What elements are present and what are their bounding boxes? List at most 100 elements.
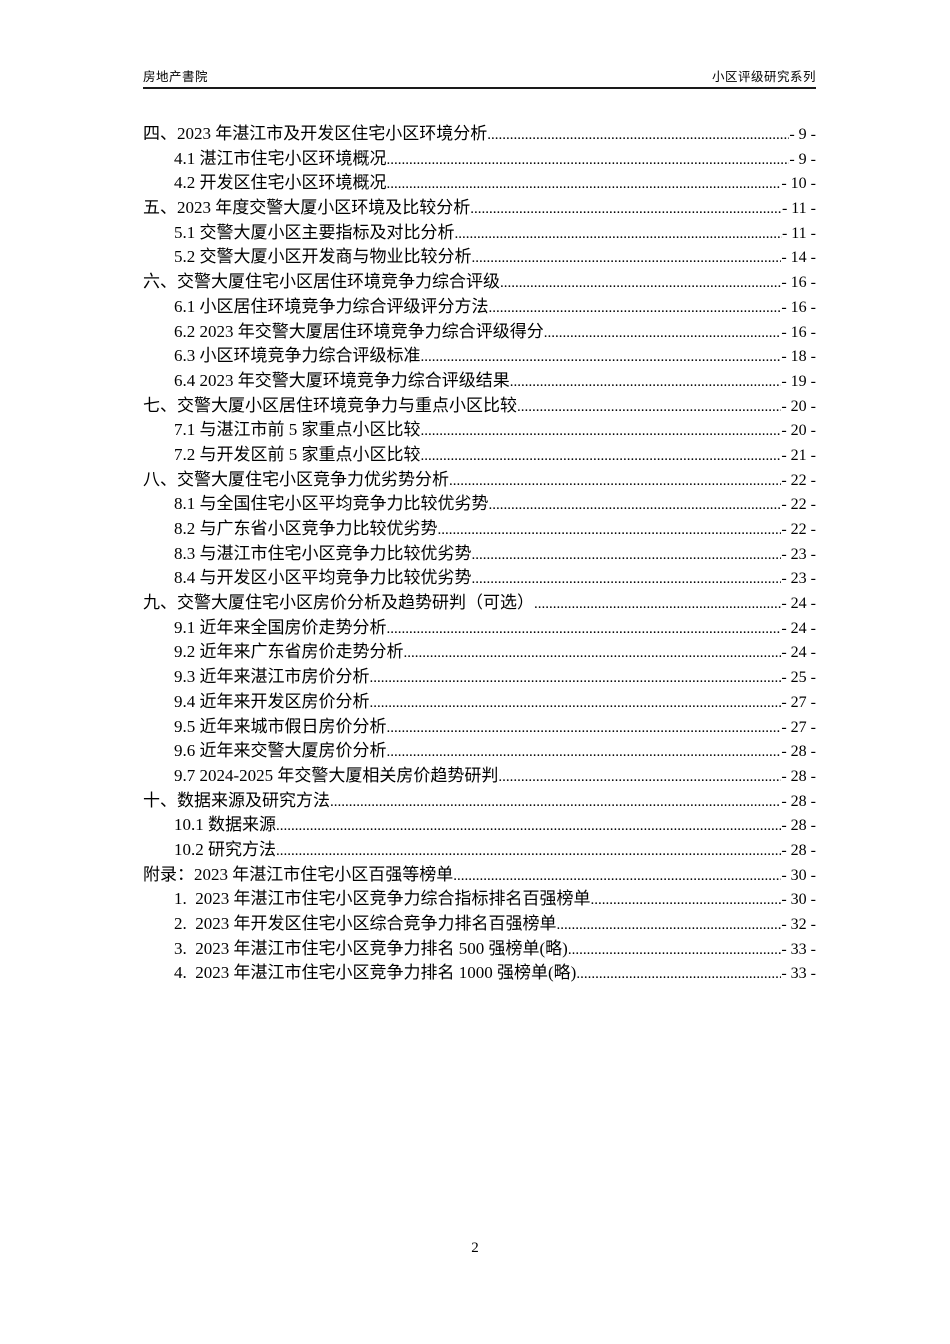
- toc-entry: 6.1 小区居住环境竞争力综合评级评分方法 ..................…: [143, 295, 816, 320]
- toc-entry: 5.2 交警大厦小区开发商与物业比较分析 ...................…: [143, 245, 816, 270]
- toc-entry-label: 9.6 近年来交警大厦房价分析: [174, 741, 387, 761]
- toc-entry-page-number: - 16 -: [781, 298, 816, 316]
- toc-entry-label: 九、交警大厦住宅小区房价分析及趋势研判（可选）: [143, 593, 534, 613]
- page-number: 2: [471, 1240, 479, 1256]
- toc-leader-dots: ........................................…: [517, 398, 782, 415]
- toc-entry-label: 6.3 小区环境竞争力综合评级标准: [174, 346, 421, 366]
- toc-entry-label: 4.1 湛江市住宅小区环境概况: [174, 148, 387, 168]
- toc-entry-page-number: - 24 -: [781, 595, 816, 613]
- toc-entry: 7.1 与湛江市前 5 家重点小区比较 ....................…: [143, 418, 816, 443]
- toc-leader-dots: ........................................…: [509, 373, 782, 390]
- toc-leader-dots: ........................................…: [500, 275, 782, 292]
- toc-entry: 4.2 开发区住宅小区环境概况 ........................…: [143, 171, 816, 196]
- toc-leader-dots: ........................................…: [386, 719, 782, 736]
- toc-leader-dots: ........................................…: [487, 127, 789, 143]
- toc-leader-dots: ........................................…: [470, 201, 782, 218]
- toc-leader-dots: ........................................…: [420, 349, 782, 366]
- toc-entry: 8.3 与湛江市住宅小区竞争力比较优劣势 ...................…: [143, 542, 816, 567]
- toc-entry: 10.2 研究方法 ..............................…: [143, 838, 816, 863]
- toc-entry-label: 6.1 小区居住环境竞争力综合评级评分方法: [174, 296, 489, 316]
- toc-leader-dots: ........................................…: [454, 225, 782, 242]
- toc-entry: 10.1 数据来源 ..............................…: [143, 813, 816, 838]
- toc-entry-page-number: - 30 -: [781, 891, 816, 909]
- toc-entry: 十、数据来源及研究方法 ............................…: [143, 789, 816, 814]
- toc-entry-label: 四、2023 年湛江市及开发区住宅小区环境分析: [143, 124, 488, 143]
- toc-entry: 3. 2023 年湛江市住宅小区竞争力排名 500 强榜单(略) .......…: [143, 937, 816, 962]
- toc-entry: 6.4 2023 年交警大厦环境竞争力综合评级结果 ..............…: [143, 369, 816, 394]
- toc-entry: 七、交警大厦小区居住环境竞争力与重点小区比较 .................…: [143, 394, 816, 419]
- toc-entry: 7.2 与开发区前 5 家重点小区比较 ....................…: [143, 443, 816, 468]
- toc-leader-dots: ........................................…: [420, 423, 782, 440]
- toc-entry: 八、交警大厦住宅小区竞争力优劣势分析 .....................…: [143, 468, 816, 493]
- toc-entry-label: 5.2 交警大厦小区开发商与物业比较分析: [174, 247, 472, 267]
- toc-entry-label: 6.2 2023 年交警大厦居住环境竞争力综合评级得分: [174, 321, 544, 341]
- toc-entry-page-number: - 28 -: [781, 767, 816, 785]
- toc-entry-label: 八、交警大厦住宅小区竞争力优劣势分析: [143, 469, 449, 489]
- toc-entry-label: 十、数据来源及研究方法: [143, 790, 330, 810]
- toc-entry: 9.2 近年来广东省房价走势分析 .......................…: [143, 640, 816, 665]
- toc-entry: 9.7 2024-2025 年交警大厦相关房价趋势研判 ............…: [143, 764, 816, 789]
- toc-entry: 9.5 近年来城市假日房价分析 ........................…: [143, 715, 816, 740]
- toc-entry-page-number: - 11 -: [781, 200, 816, 218]
- toc-entry-page-number: - 22 -: [781, 471, 816, 489]
- toc-entry-label: 8.1 与全国住宅小区平均竞争力比较优劣势: [174, 494, 489, 514]
- toc-entry-label: 附录：2023 年湛江市住宅小区百强等榜单: [143, 864, 454, 884]
- toc-entry-page-number: - 33 -: [781, 965, 816, 983]
- toc-entry: 1. 2023 年湛江市住宅小区竞争力综合指标排名百强榜单 ..........…: [143, 887, 816, 912]
- toc-leader-dots: ........................................…: [403, 645, 782, 662]
- toc-entry-label: 6.4 2023 年交警大厦环境竞争力综合评级结果: [174, 370, 510, 390]
- toc-leader-dots: ........................................…: [488, 497, 782, 514]
- toc-leader-dots: ........................................…: [567, 941, 782, 958]
- toc-entry-page-number: - 28 -: [781, 841, 816, 859]
- page-footer: 2: [0, 1240, 950, 1257]
- toc-leader-dots: ........................................…: [369, 694, 782, 711]
- toc-leader-dots: ........................................…: [369, 670, 782, 687]
- toc-entry-page-number: - 16 -: [781, 274, 816, 292]
- toc-entry-label: 9.5 近年来城市假日房价分析: [174, 716, 387, 736]
- toc-entry: 9.1 近年来全国房价走势分析 ........................…: [143, 616, 816, 641]
- toc-entry-page-number: - 32 -: [781, 916, 816, 933]
- toc-entry-page-number: - 28 -: [781, 817, 816, 835]
- toc-entry-label: 4.2 开发区住宅小区环境概况: [174, 173, 387, 193]
- toc-entry-label: 五、2023 年度交警大厦小区环境及比较分析: [143, 198, 471, 218]
- toc-entry-page-number: - 9 -: [789, 126, 816, 143]
- toc-entry-page-number: - 24 -: [781, 619, 816, 637]
- toc-entry-label: 9.2 近年来广东省房价走势分析: [174, 642, 404, 662]
- page-header: 房地产書院 小区评级研究系列: [143, 66, 816, 85]
- toc-leader-dots: ........................................…: [386, 176, 782, 193]
- toc-entry-page-number: - 20 -: [781, 422, 816, 440]
- toc-entry: 五、2023 年度交警大厦小区环境及比较分析 .................…: [143, 196, 816, 221]
- toc-leader-dots: ........................................…: [330, 793, 781, 810]
- toc-entry-label: 7.2 与开发区前 5 家重点小区比较: [174, 444, 421, 464]
- toc-entry: 四、2023 年湛江市及开发区住宅小区环境分析 ................…: [143, 122, 816, 147]
- toc-entry-page-number: - 23 -: [781, 570, 816, 588]
- toc-leader-dots: ........................................…: [471, 571, 782, 588]
- toc-leader-dots: ........................................…: [576, 966, 781, 983]
- toc-entry-label: 2. 2023 年开发区住宅小区综合竞争力排名百强榜单: [174, 914, 557, 933]
- toc-entry-page-number: - 22 -: [781, 521, 816, 538]
- toc-entry: 9.6 近年来交警大厦房价分析 ........................…: [143, 739, 816, 764]
- toc-entry-page-number: - 20 -: [781, 397, 816, 415]
- toc-entry-page-number: - 27 -: [781, 718, 816, 736]
- toc-entry-label: 10.1 数据来源: [174, 815, 276, 835]
- toc-entry: 5.1 交警大厦小区主要指标及对比分析 ....................…: [143, 221, 816, 246]
- toc-leader-dots: ........................................…: [498, 768, 782, 785]
- toc-leader-dots: ........................................…: [534, 596, 782, 613]
- toc-entry: 4.1 湛江市住宅小区环境概况 ........................…: [143, 147, 816, 172]
- toc-entry-page-number: - 16 -: [781, 323, 816, 341]
- toc-leader-dots: ........................................…: [590, 892, 782, 909]
- table-of-contents: 四、2023 年湛江市及开发区住宅小区环境分析 ................…: [143, 122, 816, 986]
- toc-entry-page-number: - 9 -: [789, 150, 816, 168]
- toc-entry: 8.1 与全国住宅小区平均竞争力比较优劣势 ..................…: [143, 492, 816, 517]
- toc-entry-label: 8.4 与开发区小区平均竞争力比较优劣势: [174, 568, 472, 588]
- toc-leader-dots: ........................................…: [543, 324, 782, 341]
- toc-entry-page-number: - 28 -: [781, 743, 816, 761]
- toc-entry: 8.4 与开发区小区平均竞争力比较优劣势 ...................…: [143, 566, 816, 591]
- toc-entry-label: 六、交警大厦住宅小区居住环境竞争力综合评级: [143, 272, 500, 292]
- toc-entry-page-number: - 11 -: [781, 224, 816, 242]
- toc-entry: 8.2 与广东省小区竞争力比较优劣势 .....................…: [143, 517, 816, 542]
- toc-entry-page-number: - 30 -: [781, 866, 816, 884]
- header-right-series-title: 小区评级研究系列: [711, 70, 816, 84]
- toc-entry-label: 9.7 2024-2025 年交警大厦相关房价趋势研判: [174, 765, 499, 785]
- toc-leader-dots: ........................................…: [488, 299, 782, 316]
